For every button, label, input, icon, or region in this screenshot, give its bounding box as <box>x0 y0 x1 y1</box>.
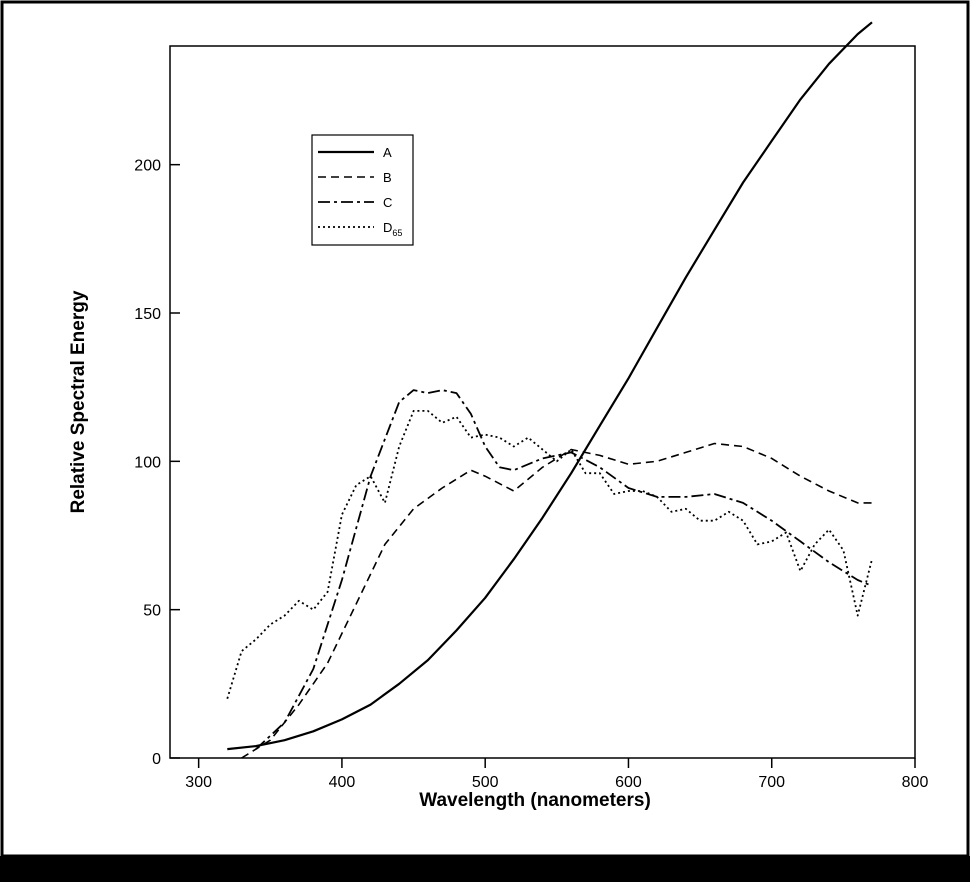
legend-label-d65: D65 <box>383 220 402 238</box>
legend-label-c: C <box>383 195 392 210</box>
x-tick-label: 400 <box>329 774 356 791</box>
plot-area-frame <box>169 45 916 759</box>
series-line-a <box>227 21 873 751</box>
legend-label-a: A <box>383 145 392 160</box>
y-tick-label: 150 <box>134 306 161 323</box>
y-tick-label: 100 <box>134 454 161 471</box>
legend: ABC D65 <box>311 134 414 246</box>
y-tick-label: 0 <box>152 751 161 768</box>
x-tick-label: 600 <box>615 774 642 791</box>
legend-label-b: B <box>383 170 392 185</box>
series-line-b <box>241 442 872 759</box>
x-tick-label: 800 <box>902 774 929 791</box>
x-axis-title: Wavelength (nanometers) <box>419 790 651 811</box>
outer-border <box>0 0 970 858</box>
x-tick-label: 300 <box>185 774 212 791</box>
series-line-c <box>255 389 873 750</box>
axes-layer: 300 400 500 600 700 800 0 50 100 150 200 <box>134 158 928 791</box>
x-tick-label: 700 <box>758 774 785 791</box>
y-tick-label: 50 <box>143 603 161 620</box>
y-tick-label: 200 <box>134 158 161 175</box>
x-tick-label: 500 <box>472 774 499 791</box>
legend-entries: ABC D65 <box>318 145 402 238</box>
series-line-d65 <box>226 409 873 699</box>
y-axis-title: Relative Spectral Energy <box>68 290 89 513</box>
series-layer <box>226 21 873 759</box>
bottom-bar <box>0 856 970 882</box>
